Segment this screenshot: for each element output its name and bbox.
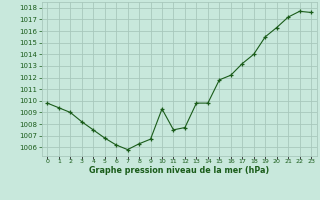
X-axis label: Graphe pression niveau de la mer (hPa): Graphe pression niveau de la mer (hPa) — [89, 166, 269, 175]
